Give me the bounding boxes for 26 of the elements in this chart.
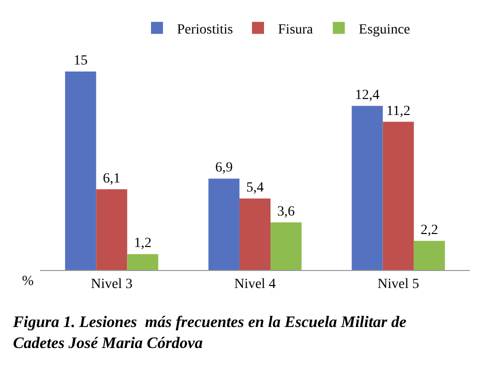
text: Figura 1. Lesiones más frecuentes en la Escuela Militar de Cadetes José Maria Córdova xyxy=(12,314,406,352)
bar xyxy=(239,198,271,270)
bar xyxy=(382,122,414,270)
data-label: 12,4 xyxy=(355,88,380,103)
data-label: 2,2 xyxy=(420,222,438,238)
data-label: 6,9 xyxy=(215,160,233,176)
bar xyxy=(414,240,445,270)
data-label: 1,2 xyxy=(134,236,152,252)
data-label: 5,4 xyxy=(246,180,264,196)
x-tick-label: Nivel 3 xyxy=(90,276,132,292)
bar xyxy=(127,254,158,270)
x-tick-label: Nivel 5 xyxy=(378,276,420,292)
legend-label: Esguince xyxy=(358,22,410,38)
bar xyxy=(208,178,240,270)
legend-label: Fisura xyxy=(278,22,314,38)
data-label: 15 xyxy=(74,53,88,68)
y-axis-title: % xyxy=(22,274,34,289)
data-label: 3,6 xyxy=(277,204,295,220)
data-label: 11,2 xyxy=(386,104,410,119)
legend-label: Periostitis xyxy=(177,22,234,38)
bar xyxy=(65,71,96,270)
x-tick-label: Nivel 4 xyxy=(234,276,276,292)
bar xyxy=(352,106,383,270)
bar xyxy=(96,189,128,270)
data-label: 6,1 xyxy=(102,171,120,186)
bar xyxy=(270,222,302,270)
